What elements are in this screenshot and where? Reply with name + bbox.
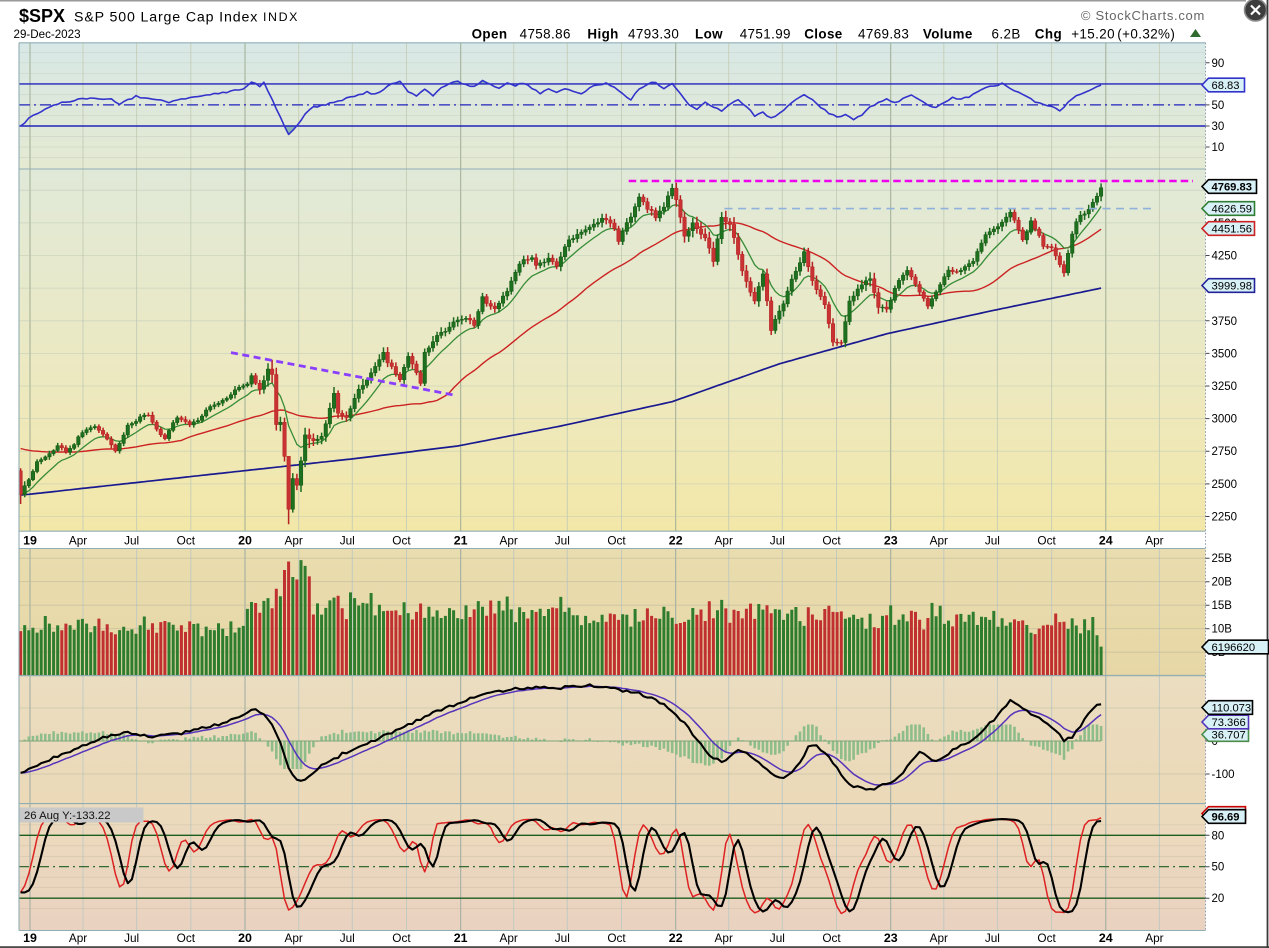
svg-text:+15.20: +15.20 <box>1071 26 1115 41</box>
svg-text:Apr: Apr <box>1145 931 1163 945</box>
svg-text:Open: Open <box>472 26 508 41</box>
svg-text:24: 24 <box>1099 534 1113 548</box>
svg-text:Oct: Oct <box>822 931 841 945</box>
svg-text:Apr: Apr <box>69 931 87 945</box>
svg-text:3750: 3750 <box>1212 316 1238 328</box>
svg-text:19: 19 <box>23 931 37 945</box>
svg-text:6.2B: 6.2B <box>992 26 1021 41</box>
svg-text:3250: 3250 <box>1212 381 1238 393</box>
svg-text:Jul: Jul <box>985 931 1000 945</box>
svg-text:90: 90 <box>1212 58 1225 70</box>
svg-text:Apr: Apr <box>284 534 302 548</box>
svg-text:INDX: INDX <box>263 10 299 24</box>
svg-text:10: 10 <box>1212 142 1225 154</box>
svg-text:Jul: Jul <box>340 931 355 945</box>
svg-text:© StockCharts.com: © StockCharts.com <box>1081 8 1205 23</box>
svg-text:Oct: Oct <box>1037 931 1056 945</box>
svg-text:3500: 3500 <box>1212 348 1238 360</box>
svg-text:3000: 3000 <box>1212 414 1238 426</box>
svg-text:23: 23 <box>884 931 898 945</box>
svg-text:4769.83: 4769.83 <box>1212 182 1252 194</box>
svg-text:22: 22 <box>669 931 683 945</box>
svg-text:80: 80 <box>1212 830 1225 842</box>
svg-text:50: 50 <box>1212 862 1225 874</box>
svg-text:20: 20 <box>1212 893 1225 905</box>
svg-text:4793.30: 4793.30 <box>628 26 679 41</box>
svg-text:26 Aug Y:-133.22: 26 Aug Y:-133.22 <box>24 810 110 822</box>
svg-text:50: 50 <box>1212 100 1225 112</box>
svg-text:21: 21 <box>454 534 468 548</box>
svg-text:S&P 500 Large Cap Index: S&P 500 Large Cap Index <box>74 10 258 26</box>
svg-text:Volume: Volume <box>923 26 973 41</box>
svg-text:68.83: 68.83 <box>1212 80 1240 92</box>
svg-text:Apr: Apr <box>715 931 733 945</box>
svg-text:Low: Low <box>695 26 723 41</box>
svg-text:Apr: Apr <box>69 534 87 548</box>
svg-text:Jul: Jul <box>340 534 355 548</box>
svg-text:-100: -100 <box>1212 769 1235 781</box>
svg-text:Jul: Jul <box>770 534 785 548</box>
svg-text:Jul: Jul <box>985 534 1000 548</box>
svg-text:22: 22 <box>669 534 683 548</box>
svg-text:20: 20 <box>238 931 252 945</box>
svg-text:36.707: 36.707 <box>1212 730 1246 742</box>
svg-text:21: 21 <box>454 931 468 945</box>
svg-text:6196620: 6196620 <box>1212 642 1256 654</box>
svg-text:Apr: Apr <box>1145 534 1163 548</box>
svg-text:High: High <box>587 26 618 41</box>
svg-text:$SPX: $SPX <box>19 6 65 26</box>
svg-text:Oct: Oct <box>822 534 841 548</box>
svg-text:24: 24 <box>1099 931 1113 945</box>
svg-text:Jul: Jul <box>555 931 570 945</box>
svg-text:Jul: Jul <box>124 534 139 548</box>
svg-text:Apr: Apr <box>930 931 948 945</box>
svg-text:Oct: Oct <box>177 931 196 945</box>
svg-text:Oct: Oct <box>607 931 626 945</box>
svg-text:20B: 20B <box>1212 577 1233 589</box>
svg-text:4250: 4250 <box>1212 251 1238 263</box>
svg-text:2250: 2250 <box>1212 512 1238 524</box>
svg-text:19: 19 <box>23 534 37 548</box>
svg-text:4758.86: 4758.86 <box>520 26 571 41</box>
svg-text:Chg: Chg <box>1035 26 1062 41</box>
svg-text:73.366: 73.366 <box>1212 717 1246 729</box>
svg-text:Apr: Apr <box>500 534 518 548</box>
svg-text:4626.59: 4626.59 <box>1212 204 1252 216</box>
svg-text:29-Dec-2023: 29-Dec-2023 <box>14 28 81 41</box>
svg-text:Jul: Jul <box>770 931 785 945</box>
svg-text:3999.98: 3999.98 <box>1212 281 1252 293</box>
svg-text:110.073: 110.073 <box>1212 703 1252 715</box>
svg-text:30: 30 <box>1212 121 1225 133</box>
svg-text:10B: 10B <box>1212 624 1233 636</box>
svg-text:Apr: Apr <box>500 931 518 945</box>
svg-text:Oct: Oct <box>1037 534 1056 548</box>
svg-text:Apr: Apr <box>284 931 302 945</box>
svg-text:Apr: Apr <box>930 534 948 548</box>
svg-text:2750: 2750 <box>1212 446 1238 458</box>
svg-text:Oct: Oct <box>177 534 196 548</box>
svg-text:Oct: Oct <box>607 534 626 548</box>
svg-text:2500: 2500 <box>1212 479 1238 491</box>
svg-text:Jul: Jul <box>555 534 570 548</box>
svg-text:Oct: Oct <box>392 534 411 548</box>
svg-text:20: 20 <box>238 534 252 548</box>
svg-text:15B: 15B <box>1212 600 1233 612</box>
svg-text:25B: 25B <box>1212 553 1233 565</box>
svg-text:(+0.32%): (+0.32%) <box>1117 26 1175 41</box>
svg-text:4751.99: 4751.99 <box>740 26 791 41</box>
svg-text:Apr: Apr <box>715 534 733 548</box>
svg-text:Close: Close <box>804 26 842 41</box>
svg-text:Oct: Oct <box>392 931 411 945</box>
svg-text:Jul: Jul <box>124 931 139 945</box>
svg-text:4451.56: 4451.56 <box>1212 224 1252 236</box>
svg-text:96.69: 96.69 <box>1212 812 1240 824</box>
svg-text:4769.83: 4769.83 <box>858 26 909 41</box>
svg-text:23: 23 <box>884 534 898 548</box>
